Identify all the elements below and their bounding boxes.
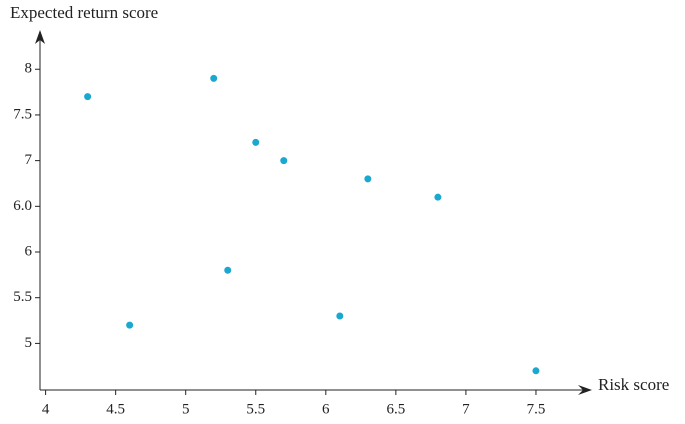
point bbox=[224, 266, 232, 274]
x-tick-label: 7 bbox=[462, 401, 470, 417]
y-axis-label: Expected return score bbox=[10, 3, 158, 22]
y-tick-label: 6 bbox=[25, 243, 33, 259]
x-tick-label: 6 bbox=[322, 401, 330, 417]
y-tick-label: 7.5 bbox=[13, 106, 32, 122]
point bbox=[434, 193, 442, 201]
point bbox=[84, 93, 92, 101]
y-axis-arrow bbox=[35, 30, 45, 44]
y-tick-label: 8 bbox=[25, 61, 33, 77]
x-axis-label: Risk score bbox=[598, 375, 669, 394]
point bbox=[532, 367, 540, 375]
point bbox=[364, 175, 372, 183]
x-tick-label: 4.5 bbox=[106, 401, 125, 417]
y-tick-label: 5 bbox=[25, 335, 33, 351]
y-tick-label: 5.5 bbox=[13, 289, 32, 305]
x-tick-label: 7.5 bbox=[527, 401, 546, 417]
x-tick-label: 5.5 bbox=[246, 401, 265, 417]
y-tick-label: 6.0 bbox=[13, 198, 32, 214]
x-tick-label: 5 bbox=[182, 401, 190, 417]
point bbox=[210, 74, 218, 82]
point bbox=[280, 157, 288, 165]
x-axis-arrow bbox=[578, 385, 592, 395]
x-tick-label: 6.5 bbox=[386, 401, 405, 417]
point bbox=[252, 138, 260, 146]
y-tick-label: 7 bbox=[25, 152, 33, 168]
x-tick-label: 4 bbox=[42, 401, 50, 417]
point bbox=[336, 312, 344, 320]
point bbox=[126, 321, 134, 329]
